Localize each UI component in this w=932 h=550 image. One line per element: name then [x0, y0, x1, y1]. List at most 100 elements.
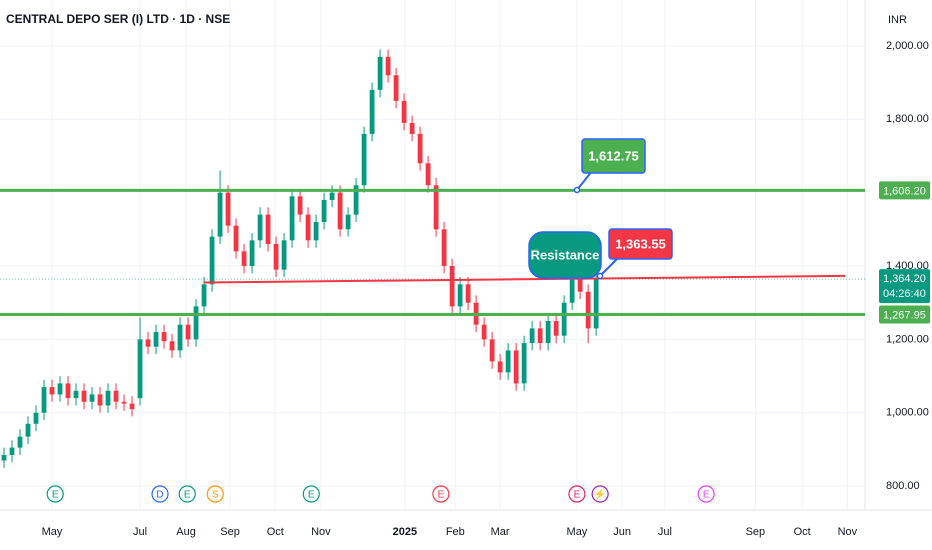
x-tick-label: Jul: [133, 526, 147, 538]
candle-body: [505, 350, 511, 373]
callout-anchor: [596, 272, 604, 280]
overlay: 1,612.75 1,363.55 Resistance: [0, 138, 865, 316]
candle-body: [241, 251, 247, 267]
callout-box: [581, 138, 646, 174]
x-tick-label: Oct: [267, 526, 284, 538]
y-tick-label: 1,000.00: [886, 407, 929, 419]
chart-title: CENTRAL DEPO SER (I) LTD · 1D · NSE: [6, 12, 230, 26]
candle-body: [465, 284, 471, 303]
candle-body: [569, 269, 575, 303]
candle-body: [417, 133, 423, 164]
candle-body: [201, 284, 207, 307]
x-tick-label: Aug: [176, 526, 196, 538]
candle-body: [249, 240, 255, 267]
candle-body: [49, 387, 55, 395]
event-marker: [206, 485, 224, 503]
callout-anchor: [573, 186, 581, 194]
candle-body: [457, 284, 463, 307]
candle-body: [385, 56, 391, 76]
candle-body: [169, 341, 175, 351]
candle-body: [449, 266, 455, 307]
candle-body: [489, 339, 495, 362]
candle-body: [329, 192, 335, 200]
candle-body: [105, 390, 111, 406]
y-tick-label: 800.00: [886, 480, 920, 492]
candle-body: [521, 343, 527, 384]
candle-body: [585, 291, 591, 329]
candle-body: [289, 196, 295, 241]
candle-body: [529, 328, 535, 344]
candle-body: [145, 339, 151, 347]
candle-body: [97, 394, 103, 406]
candle-body: [425, 163, 431, 186]
event-marker: [178, 485, 196, 503]
candle-body: [233, 225, 239, 252]
callout-pointer: [576, 170, 593, 191]
candle-body: [209, 236, 215, 285]
candle-body: [113, 390, 119, 402]
candle-body: [65, 383, 71, 399]
x-tick-label: 2025: [393, 526, 417, 538]
level-badge: [879, 305, 930, 324]
x-tick-label: Oct: [794, 526, 811, 538]
x-tick-label: Mar: [491, 526, 510, 538]
grid: [0, 0, 865, 510]
candle-body: [481, 324, 487, 340]
event-marker: [302, 485, 320, 503]
x-tick-label: Jun: [613, 526, 631, 538]
event-marker: [568, 485, 586, 503]
candle-body: [153, 332, 159, 347]
event-label: E: [308, 490, 315, 501]
candle-body: [433, 185, 439, 230]
candle-body: [561, 302, 567, 336]
candle-body: [313, 221, 319, 241]
currency-label: INR: [888, 14, 907, 26]
event-label: E: [52, 490, 59, 501]
candle-body: [217, 192, 223, 237]
event-label: E: [574, 490, 581, 501]
event-marker: [151, 485, 169, 503]
callout-box: [528, 231, 602, 279]
y-tick-label: 2,000.00: [886, 40, 929, 52]
candle-body: [273, 243, 279, 270]
candle-body: [41, 387, 47, 413]
y-tick-label: 1,200.00: [886, 333, 929, 345]
candle-body: [1, 454, 7, 461]
event-label: ⚡: [594, 488, 606, 501]
event-marker: [591, 485, 609, 503]
candle-body: [225, 192, 231, 226]
candle-body: [401, 100, 407, 123]
event-marker: [697, 485, 715, 503]
candle-body: [353, 185, 359, 215]
candle-body: [513, 350, 519, 384]
y-tick-label: 1,800.00: [886, 113, 929, 125]
candle-body: [265, 214, 271, 244]
event-label: E: [184, 490, 191, 501]
x-tick-label: Jul: [658, 526, 672, 538]
candle-body: [377, 56, 383, 90]
event-marker: [46, 485, 64, 503]
callout-text: Resistance: [531, 247, 600, 262]
candle-body: [369, 89, 375, 134]
callout-text: 1,612.75: [588, 148, 639, 163]
candle-body: [161, 332, 167, 342]
candle-body: [89, 394, 95, 402]
y-tick-label: 1,400.00: [886, 260, 929, 272]
candle-body: [321, 199, 327, 222]
candle-body: [345, 214, 351, 230]
last-price-badge: [879, 269, 930, 304]
candle-body: [281, 240, 287, 270]
x-tick-label: Feb: [446, 526, 465, 538]
candle-body: [57, 383, 63, 395]
candle-body: [81, 390, 87, 402]
callout-pointer: [599, 256, 620, 277]
candle-body: [361, 133, 367, 186]
candle-body: [129, 403, 135, 410]
x-tick-label: Sep: [746, 526, 766, 538]
candle-body: [537, 328, 543, 344]
plot: [1, 49, 599, 468]
candle-body: [577, 269, 583, 292]
candle-body: [9, 447, 15, 455]
